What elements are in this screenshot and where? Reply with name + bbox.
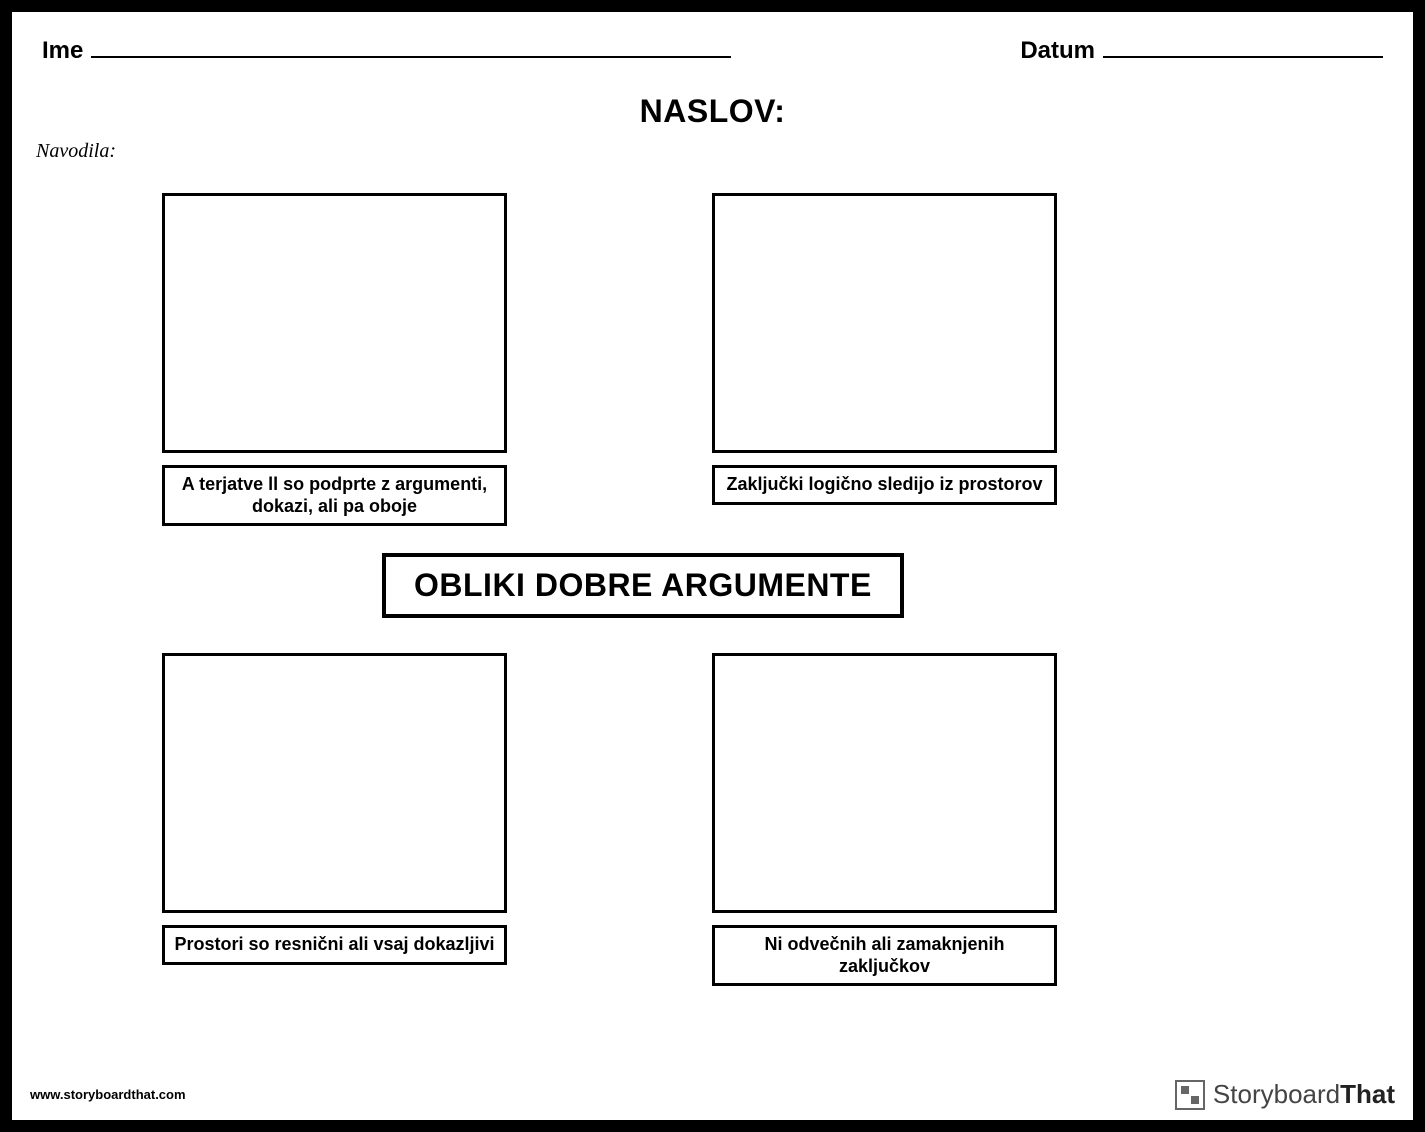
cell-bottom-left: Prostori so resnični ali vsaj dokazljivi xyxy=(162,653,507,965)
drawing-box[interactable] xyxy=(712,653,1057,913)
caption-bottom-left: Prostori so resnični ali vsaj dokazljivi xyxy=(162,925,507,965)
brand-part-2: That xyxy=(1340,1079,1395,1109)
name-label: Ime xyxy=(42,37,83,65)
brand-part-1: Storyboard xyxy=(1213,1079,1340,1109)
instructions-label: Navodila: xyxy=(36,140,1413,163)
date-label: Datum xyxy=(1020,37,1095,65)
footer-brand: StoryboardThat xyxy=(1175,1079,1395,1110)
title-row: NASLOV: xyxy=(12,93,1413,130)
worksheet-grid: A terjatve ll so podprte z argumenti, do… xyxy=(12,163,1413,1063)
caption-bottom-right: Ni odvečnih ali zamaknjenih zaključkov xyxy=(712,925,1057,986)
storyboard-logo-icon xyxy=(1175,1080,1205,1110)
header-row: Ime Datum xyxy=(12,12,1413,65)
cell-bottom-right: Ni odvečnih ali zamaknjenih zaključkov xyxy=(712,653,1057,986)
drawing-box[interactable] xyxy=(712,193,1057,453)
date-field[interactable]: Datum xyxy=(1020,34,1383,65)
cell-top-right: Zaključki logično sledijo iz prostorov xyxy=(712,193,1057,505)
name-input-line[interactable] xyxy=(91,34,731,58)
page-title: NASLOV: xyxy=(640,93,786,129)
drawing-box[interactable] xyxy=(162,193,507,453)
worksheet-frame: Ime Datum NASLOV: Navodila: A terjatve l… xyxy=(0,0,1425,1132)
drawing-box[interactable] xyxy=(162,653,507,913)
caption-top-left: A terjatve ll so podprte z argumenti, do… xyxy=(162,465,507,526)
storyboard-logo-text: StoryboardThat xyxy=(1213,1079,1395,1110)
name-field[interactable]: Ime xyxy=(42,34,731,65)
date-input-line[interactable] xyxy=(1103,34,1383,58)
caption-top-right: Zaključki logično sledijo iz prostorov xyxy=(712,465,1057,505)
cell-top-left: A terjatve ll so podprte z argumenti, do… xyxy=(162,193,507,526)
center-heading: OBLIKI DOBRE ARGUMENTE xyxy=(382,553,904,618)
footer-url: www.storyboardthat.com xyxy=(30,1087,186,1102)
